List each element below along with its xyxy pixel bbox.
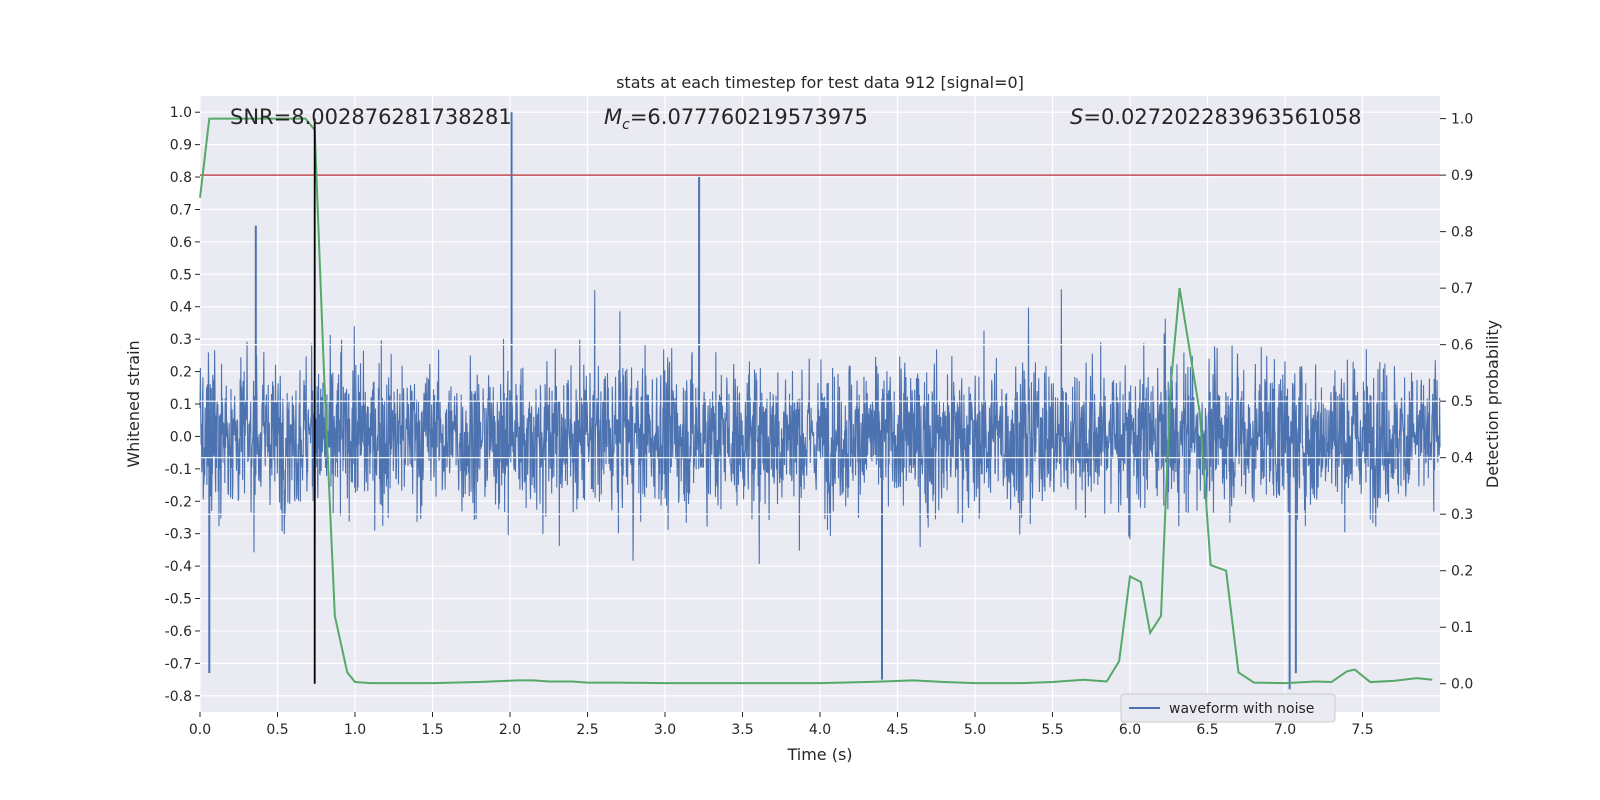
y-axis-title: Whitened strain [124,340,143,467]
chirp-mass-value: =6.077760219573975 [630,105,868,129]
y-tick-label: 0.7 [170,202,192,218]
y-tick-label: -0.7 [165,656,192,672]
y2-tick-label: 0.2 [1451,564,1473,580]
y-tick-label: 0.5 [170,267,192,283]
x-axis-title: Time (s) [786,745,852,764]
chirp-mass-subscript: c [622,117,630,133]
x-axis-ticks: 0.0 0.5 1.0 1.5 2.0 2.5 3.0 3.5 4.0 4.5 5.0 5.5 6.0 6… [189,712,1374,738]
s-annotation: S=0.027202283963561058 [1070,105,1361,129]
y2-tick-label: 0.9 [1451,168,1473,184]
x-tick-label: 6.5 [1196,722,1218,738]
x-tick-label: 1.0 [344,722,366,738]
legend-box [1120,693,1336,723]
x-tick-label: 4.0 [809,722,831,738]
y-tick-label: 0.1 [170,397,192,413]
chart-title: stats at each timestep for test data 912… [616,73,1024,92]
y-tick-label: -0.1 [165,462,192,478]
y2-tick-label: 0.8 [1451,225,1473,241]
x-tick-label: 3.0 [654,722,676,738]
y2-tick-label: 1.0 [1451,112,1473,128]
x-tick-label: 5.0 [964,722,986,738]
chirp-mass-symbol: M [604,105,622,129]
x-tick-label: 5.5 [1041,722,1063,738]
y-tick-label: 0.4 [170,300,192,316]
y2-tick-label: 0.4 [1451,451,1473,467]
x-tick-label: 2.5 [576,722,598,738]
y2-tick-label: 0.6 [1451,338,1473,354]
y2-tick-label: 0.3 [1451,507,1473,523]
y-tick-label: -0.4 [165,559,192,575]
y-tick-label: 0.6 [170,235,192,251]
y-axis-ticks: 1.0 0.9 0.8 0.7 0.6 0.5 0.4 0.3 0.2 0.1 0.0 -0.1 -0.… [165,105,200,705]
y2-tick-label: 0.7 [1451,281,1473,297]
legend-label-waveform: waveform with noise [1169,701,1314,717]
chirp-mass-annotation: Mc=6.077760219573975 [604,105,868,133]
y2-axis-title: Detection probability [1483,320,1502,488]
y-tick-label: -0.2 [165,494,192,510]
y-tick-label: -0.8 [165,689,192,705]
y-tick-label: 0.0 [170,429,192,445]
x-tick-label: 7.5 [1351,722,1373,738]
x-tick-label: 0.5 [266,722,288,738]
y-tick-label: 0.8 [170,170,192,186]
y2-tick-label: 0.1 [1451,620,1473,636]
waveform-series [199,112,1441,690]
s-symbol: S [1070,105,1083,129]
x-tick-label: 2.0 [499,722,521,738]
x-tick-label: 0.0 [189,722,211,738]
y-tick-label: -0.3 [165,527,192,543]
y-tick-label: 1.0 [170,105,192,121]
y-tick-label: 0.9 [170,138,192,154]
snr-annotation: SNR=8.002876281738281 [230,105,512,129]
y2-tick-label: 0.5 [1451,394,1473,410]
s-value: =0.027202283963561058 [1083,105,1361,129]
y2-axis-ticks: 1.0 0.9 0.8 0.7 0.6 0.5 0.4 0.3 0.2 0.1 0.0 [1440,112,1473,693]
y-tick-label: -0.5 [165,592,192,608]
grid-overlay [200,344,1440,515]
waveform-line [199,289,1441,569]
y2-tick-label: 0.0 [1451,677,1473,693]
x-tick-label: 7.0 [1274,722,1296,738]
x-tick-label: 3.5 [731,722,753,738]
y-tick-label: 0.3 [170,332,192,348]
y-tick-label: 0.2 [170,365,192,381]
x-tick-label: 6.0 [1119,722,1141,738]
y-tick-label: -0.6 [165,624,192,640]
x-tick-label: 4.5 [886,722,908,738]
legend: waveform with noise [1120,693,1336,723]
detection-probability-line [199,117,1433,685]
x-tick-label: 1.5 [421,722,443,738]
